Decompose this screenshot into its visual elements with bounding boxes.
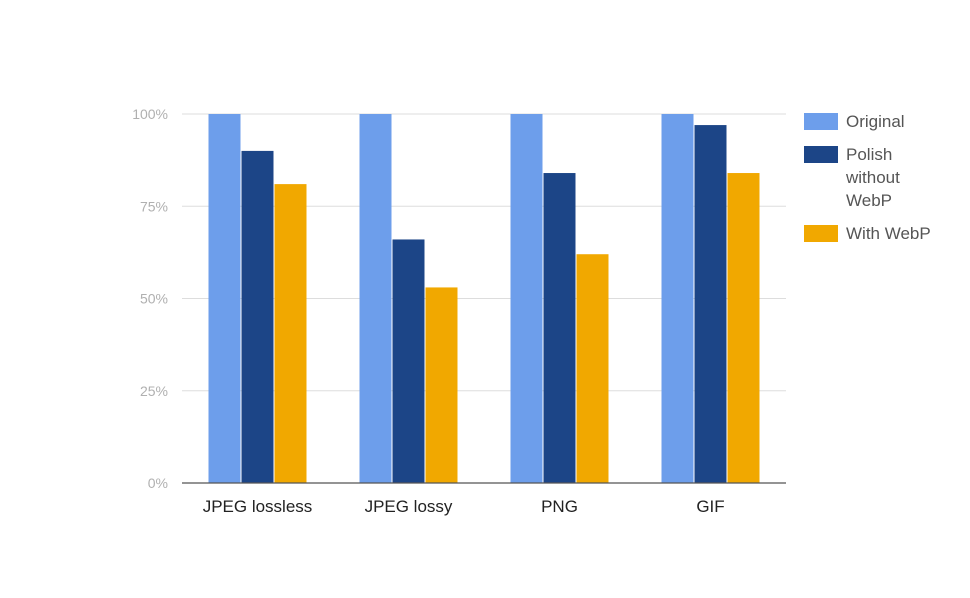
y-tick-label: 50% bbox=[140, 291, 168, 307]
legend-label-line: Polish bbox=[846, 145, 892, 164]
x-axis-labels: JPEG lossless JPEG lossy PNG GIF bbox=[203, 497, 725, 516]
legend: Original Polish without WebP With WebP bbox=[804, 112, 931, 243]
x-tick-label: GIF bbox=[696, 497, 724, 516]
legend-label: Polish without WebP bbox=[845, 145, 900, 210]
legend-label-line: With WebP bbox=[846, 224, 931, 243]
legend-label-line: WebP bbox=[846, 191, 892, 210]
y-tick-label: 100% bbox=[132, 106, 168, 122]
x-tick-label: JPEG lossless bbox=[203, 497, 313, 516]
bar bbox=[543, 173, 576, 484]
bar bbox=[576, 254, 609, 483]
bar bbox=[510, 114, 543, 483]
bar bbox=[274, 184, 307, 484]
y-tick-label: 25% bbox=[140, 383, 168, 399]
y-axis-ticks: 0% 25% 50% 75% 100% bbox=[132, 106, 168, 491]
legend-label: With WebP bbox=[846, 224, 931, 243]
legend-item: Original bbox=[804, 112, 905, 131]
y-tick-label: 75% bbox=[140, 198, 168, 214]
legend-swatch bbox=[804, 225, 838, 242]
legend-label: Original bbox=[846, 112, 905, 131]
bar bbox=[359, 114, 392, 483]
x-tick-label: JPEG lossy bbox=[365, 497, 453, 516]
legend-swatch bbox=[804, 146, 838, 163]
bar bbox=[694, 125, 727, 483]
y-tick-label: 0% bbox=[148, 475, 168, 491]
bar bbox=[241, 150, 274, 483]
x-tick-label: PNG bbox=[541, 497, 578, 516]
legend-label-line: without bbox=[845, 168, 900, 187]
legend-item: With WebP bbox=[804, 224, 931, 243]
legend-swatch bbox=[804, 113, 838, 130]
bar bbox=[208, 114, 241, 483]
legend-label-line: Original bbox=[846, 112, 905, 131]
bar bbox=[661, 114, 694, 483]
bar bbox=[425, 287, 458, 483]
bar bbox=[392, 239, 425, 483]
bars bbox=[208, 114, 760, 484]
legend-item: Polish without WebP bbox=[804, 145, 900, 210]
bar bbox=[727, 173, 760, 484]
